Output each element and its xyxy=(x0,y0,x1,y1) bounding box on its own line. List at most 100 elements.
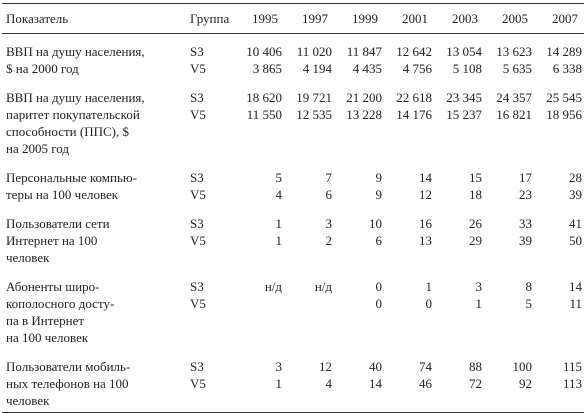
cell-value: 16 xyxy=(419,216,432,231)
cell-value: 12 642 xyxy=(396,44,432,59)
value-cell: 15 18 xyxy=(434,160,484,206)
group-cell: S3 V5 xyxy=(186,349,234,413)
value-cell: 12 4 xyxy=(284,349,334,413)
indicator-cell: Персональные компью-теры на 100 человек xyxy=(2,160,186,206)
cell-value: 1 xyxy=(475,296,483,311)
cell-value: 13 xyxy=(419,233,432,248)
indicator-line: Пользователи мобиль- xyxy=(6,359,131,374)
cell-value: 18 xyxy=(469,187,482,202)
cell-value: 19 721 xyxy=(296,90,332,105)
indicator-line: теры на 100 человек xyxy=(6,187,119,202)
cell-value: 11 550 xyxy=(246,107,282,122)
table-row: Пользователи мобиль-ных телефонов на 100… xyxy=(2,349,584,413)
indicator-line: способности (ППС), $ xyxy=(6,124,129,139)
cell-value: 29 xyxy=(469,233,482,248)
cell-value: 11 847 xyxy=(346,44,382,59)
cell-value: 115 xyxy=(562,359,582,374)
cell-value: 4 xyxy=(275,187,283,202)
value-cell: 10 406 3 865 xyxy=(234,34,284,81)
cell-value: 41 xyxy=(569,216,582,231)
cell-value: 0 xyxy=(425,296,433,311)
cell-value: 5 xyxy=(525,296,533,311)
cell-value: 12 xyxy=(319,359,332,374)
table-row: Пользователи сети Интернет на 100 человек S… xyxy=(2,206,584,269)
indicator-cell: ВВП на душу населения, $ на 2000 год xyxy=(2,34,186,81)
cell-value: 18 620 xyxy=(246,90,282,105)
cell-value: 39 xyxy=(519,233,532,248)
cell-value: 9 xyxy=(375,187,383,202)
indicator-line: на 2005 год xyxy=(6,141,69,156)
cell-value: 4 435 xyxy=(352,61,382,76)
indicator-cell: Пользователи сети Интернет на 100 человек xyxy=(2,206,186,269)
cell-value: 6 338 xyxy=(552,61,582,76)
indicator-cell: ВВП на душу населения, паритет покупатель… xyxy=(2,80,186,160)
table-header: Показатель Группа 1995 1997 1999 2001 2003 2005… xyxy=(2,3,584,34)
cell-value: 13 623 xyxy=(496,44,532,59)
cell-value: 5 xyxy=(275,170,283,185)
cell-value: 15 237 xyxy=(446,107,482,122)
indicator-line: ных телефонов на 100 xyxy=(6,376,129,391)
column-header: Показатель xyxy=(6,10,69,26)
group-name: S3 xyxy=(190,279,204,294)
value-cell: 14 289 6 338 xyxy=(534,34,584,81)
group-name: V5 xyxy=(190,61,206,76)
cell-value: 88 xyxy=(469,359,482,374)
group-name: S3 xyxy=(190,216,204,231)
indicator-cell: Пользователи мобиль-ных телефонов на 100… xyxy=(2,349,186,413)
value-cell: 88 72 xyxy=(434,349,484,413)
cell-value: 3 xyxy=(475,279,483,294)
group-name: S3 xyxy=(190,90,204,105)
column-header: 1997 xyxy=(302,10,328,26)
indicator-line: кополосного досту- xyxy=(6,296,115,311)
group-cell: S3 V5 xyxy=(186,206,234,269)
cell-value: 23 xyxy=(519,187,532,202)
indicator-line: Абоненты широ- xyxy=(6,279,100,294)
cell-value: 46 xyxy=(419,376,432,391)
cell-value: 14 176 xyxy=(396,107,432,122)
cell-value: 6 xyxy=(375,233,383,248)
cell-value: 24 357 xyxy=(496,90,532,105)
empty-value xyxy=(284,295,332,312)
indicator-line: Персональные компью- xyxy=(6,170,137,185)
cell-value: 1 xyxy=(275,216,283,231)
cell-value: 5 108 xyxy=(452,61,482,76)
cell-value: 21 200 xyxy=(346,90,382,105)
value-cell: 11 847 4 435 xyxy=(334,34,384,81)
value-cell: 19 721 12 535 xyxy=(284,80,334,160)
cell-value: н/д xyxy=(264,279,282,294)
cell-value: 12 xyxy=(419,187,432,202)
value-cell: 115 113 xyxy=(534,349,584,413)
group-name: V5 xyxy=(190,107,206,122)
cell-value: 28 xyxy=(569,170,582,185)
cell-value: 22 618 xyxy=(396,90,432,105)
cell-value: 1 xyxy=(425,279,433,294)
value-cell: 22 618 14 176 xyxy=(384,80,434,160)
group-name: V5 xyxy=(190,376,206,391)
indicator-cell: Абоненты широ-кополосного досту-па в Инт… xyxy=(2,269,186,349)
column-header: 1995 xyxy=(252,10,278,26)
cell-value: 0 xyxy=(375,279,383,294)
cell-value: 72 xyxy=(469,376,482,391)
cell-value: 9 xyxy=(375,170,383,185)
group-name: S3 xyxy=(190,359,204,374)
column-header: 2001 xyxy=(402,10,428,26)
value-cell: 23 345 15 237 xyxy=(434,80,484,160)
cell-value: 17 xyxy=(519,170,532,185)
value-cell: 10 6 xyxy=(334,206,384,269)
indicator-line: Пользователи сети xyxy=(6,216,110,231)
cell-value: 13 054 xyxy=(446,44,482,59)
cell-value: 33 xyxy=(519,216,532,231)
value-cell: 28 39 xyxy=(534,160,584,206)
cell-value: 0 xyxy=(375,296,383,311)
table-row: Персональные компью-теры на 100 человек S… xyxy=(2,160,584,206)
cell-value: 23 345 xyxy=(446,90,482,105)
cell-value: 11 xyxy=(569,296,582,311)
group-cell: S3 V5 xyxy=(186,80,234,160)
group-cell: S3 V5 xyxy=(186,269,234,349)
